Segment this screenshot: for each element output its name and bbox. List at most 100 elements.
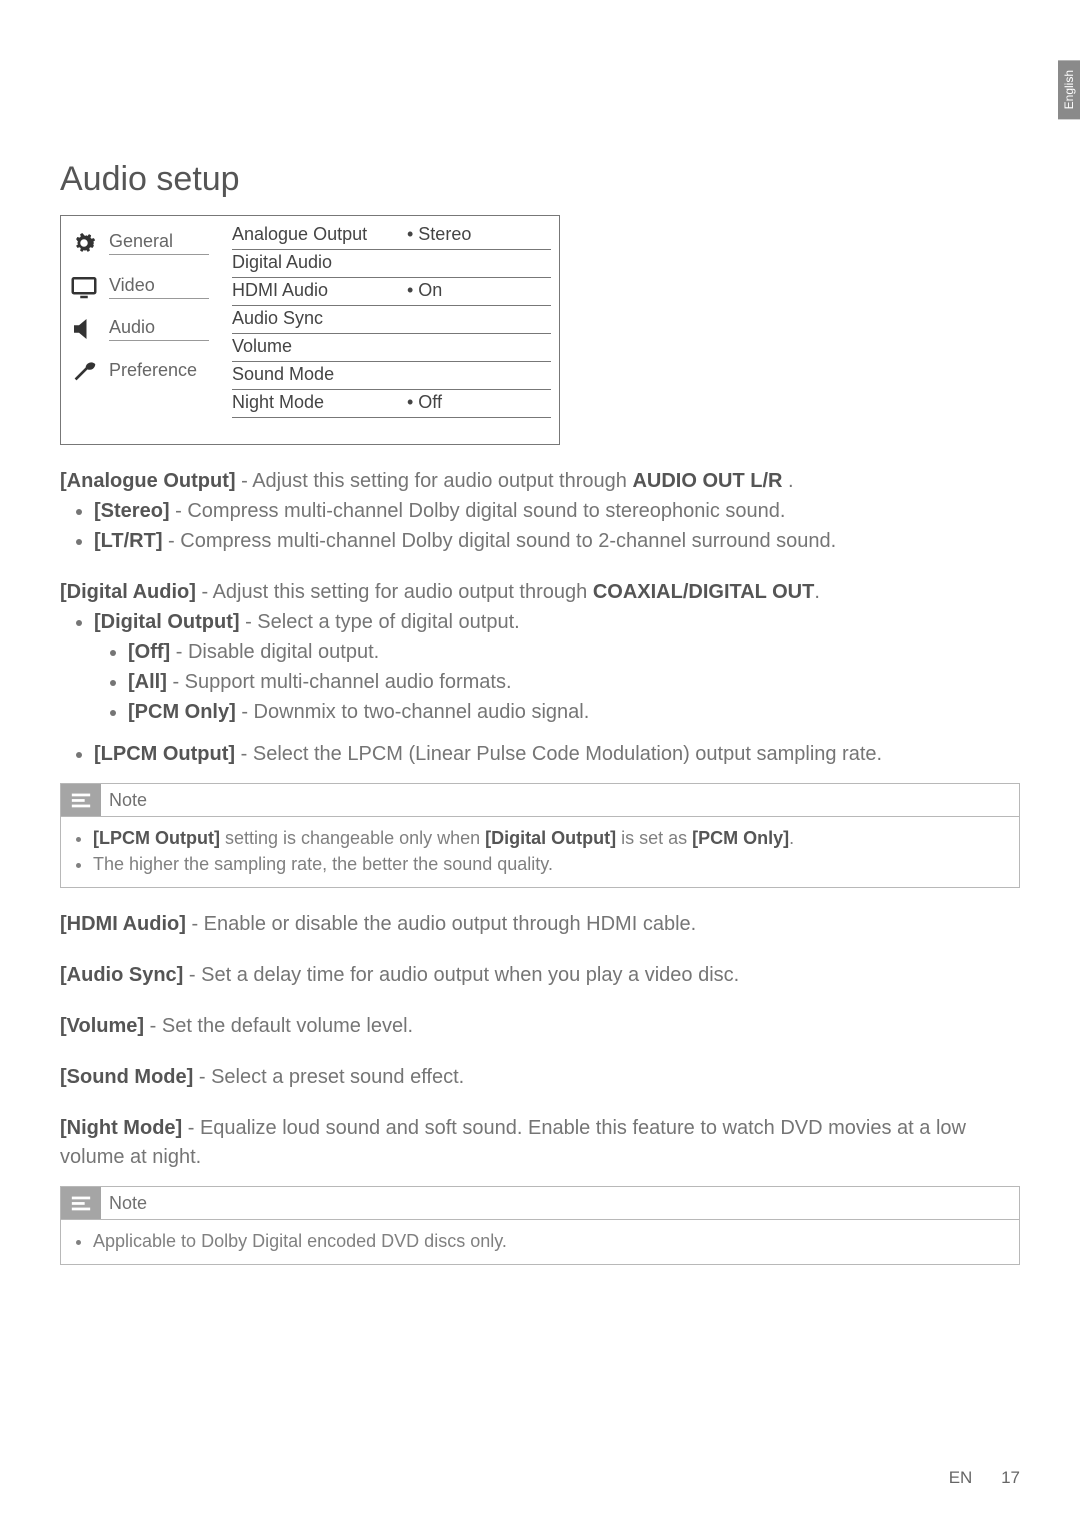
note-bold: [PCM Only]: [692, 828, 789, 848]
menu-item-preference: Preference: [67, 350, 222, 392]
setting-target: COAXIAL/DIGITAL OUT: [593, 581, 814, 603]
option-desc: - Downmix to two-channel audio signal.: [236, 701, 590, 723]
option-key: Night Mode: [232, 392, 407, 413]
option-desc: - Support multi-channel audio formats.: [167, 671, 512, 693]
option-val: • Off: [407, 392, 551, 413]
analogue-options: [Stereo] - Compress multi-channel Dolby …: [60, 496, 1020, 556]
menu-option-row: Night Mode• Off: [232, 390, 551, 418]
option-name: [LT/RT]: [94, 530, 163, 552]
menu-label: General: [109, 231, 209, 255]
setting-label: [Sound Mode]: [60, 1066, 193, 1088]
note-text: is set as: [616, 828, 692, 848]
option-key: Analogue Output: [232, 224, 407, 245]
page-footer: EN 17: [949, 1468, 1020, 1488]
note-bold: [Digital Output]: [485, 828, 616, 848]
text: .: [814, 581, 820, 603]
menu-option-row: Volume: [232, 334, 551, 362]
note-title: Note: [101, 1193, 147, 1214]
setting-desc: - Enable or disable the audio output thr…: [186, 913, 696, 935]
menu-item-general: General: [67, 222, 222, 264]
night-mode-desc: [Night Mode] - Equalize loud sound and s…: [60, 1114, 1020, 1172]
note-item: The higher the sampling rate, the better…: [93, 851, 1007, 877]
setting-label: [HDMI Audio]: [60, 913, 186, 935]
menu-label: Video: [109, 275, 209, 299]
option-desc: - Select the LPCM (Linear Pulse Code Mod…: [235, 743, 882, 765]
list-item: [PCM Only] - Downmix to two-channel audi…: [128, 697, 1020, 727]
note-body: Applicable to Dolby Digital encoded DVD …: [61, 1219, 1019, 1264]
option-name: [Off]: [128, 641, 170, 663]
menu-item-audio: Audio: [67, 310, 222, 348]
option-key: Audio Sync: [232, 308, 407, 329]
setting-label: [Volume]: [60, 1015, 144, 1037]
option-name: [LPCM Output]: [94, 743, 235, 765]
digital-options: [Digital Output] - Select a type of digi…: [60, 607, 1020, 769]
setting-desc: - Set a delay time for audio output when…: [183, 964, 739, 986]
menu-categories: General Video Audio Preference: [67, 222, 222, 438]
note-box: Note Applicable to Dolby Digital encoded…: [60, 1186, 1020, 1265]
list-item: [Off] - Disable digital output.: [128, 637, 1020, 667]
option-val: • On: [407, 280, 551, 301]
option-name: [All]: [128, 671, 167, 693]
page-title: Audio setup: [60, 160, 1020, 199]
note-title: Note: [101, 790, 147, 811]
setting-label: [Night Mode]: [60, 1117, 182, 1139]
list-item: [Stereo] - Compress multi-channel Dolby …: [94, 496, 1020, 526]
note-header: Note: [61, 1187, 1019, 1219]
setting-desc: - Equalize loud sound and soft sound. En…: [60, 1117, 966, 1168]
option-key: Volume: [232, 336, 407, 357]
text: .: [782, 470, 793, 492]
note-body: [LPCM Output] setting is changeable only…: [61, 816, 1019, 887]
list-item: [LPCM Output] - Select the LPCM (Linear …: [94, 739, 1020, 769]
digital-audio-desc: [Digital Audio] - Adjust this setting fo…: [60, 578, 1020, 607]
option-val: • Stereo: [407, 224, 551, 245]
note-item: [LPCM Output] setting is changeable only…: [93, 825, 1007, 851]
note-icon: [61, 1187, 101, 1219]
sound-mode-desc: [Sound Mode] - Select a preset sound eff…: [60, 1063, 1020, 1092]
language-tab: English: [1058, 60, 1080, 119]
menu-option-row: Analogue Output• Stereo: [232, 222, 551, 250]
setting-desc: - Adjust this setting for audio output t…: [236, 470, 633, 492]
setting-desc: - Set the default volume level.: [144, 1015, 413, 1037]
hdmi-audio-desc: [HDMI Audio] - Enable or disable the aud…: [60, 910, 1020, 939]
monitor-icon: [67, 270, 101, 304]
digital-output-sublist: [Off] - Disable digital output. [All] - …: [94, 637, 1020, 727]
option-key: HDMI Audio: [232, 280, 407, 301]
menu-option-row: Audio Sync: [232, 306, 551, 334]
volume-desc: [Volume] - Set the default volume level.: [60, 1012, 1020, 1041]
setting-label: [Analogue Output]: [60, 470, 236, 492]
option-name: [Digital Output]: [94, 611, 240, 633]
menu-option-row: HDMI Audio• On: [232, 278, 551, 306]
note-icon: [61, 784, 101, 816]
menu-label: Audio: [109, 317, 209, 341]
list-item: [LT/RT] - Compress multi-channel Dolby d…: [94, 526, 1020, 556]
note-item: Applicable to Dolby Digital encoded DVD …: [93, 1228, 1007, 1254]
option-desc: - Disable digital output.: [170, 641, 379, 663]
note-text: setting is changeable only when: [220, 828, 485, 848]
note-header: Note: [61, 784, 1019, 816]
list-item: [Digital Output] - Select a type of digi…: [94, 607, 1020, 727]
note-bold: [LPCM Output]: [93, 828, 220, 848]
menu-item-video: Video: [67, 266, 222, 308]
speaker-icon: [67, 312, 101, 346]
menu-label: Preference: [109, 360, 209, 383]
audio-sync-desc: [Audio Sync] - Set a delay time for audi…: [60, 961, 1020, 990]
setting-desc: - Adjust this setting for audio output t…: [196, 581, 593, 603]
analogue-output-desc: [Analogue Output] - Adjust this setting …: [60, 467, 1020, 496]
note-box: Note [LPCM Output] setting is changeable…: [60, 783, 1020, 888]
setting-target: AUDIO OUT L/R: [632, 470, 782, 492]
option-name: [Stereo]: [94, 500, 170, 522]
option-desc: - Select a type of digital output.: [240, 611, 520, 633]
setting-label: [Audio Sync]: [60, 964, 183, 986]
setting-label: [Digital Audio]: [60, 581, 196, 603]
settings-menu: General Video Audio Preference Analogue …: [60, 215, 560, 445]
option-key: Digital Audio: [232, 252, 407, 273]
option-key: Sound Mode: [232, 364, 407, 385]
setting-desc: - Select a preset sound effect.: [193, 1066, 464, 1088]
footer-lang: EN: [949, 1468, 973, 1487]
option-desc: - Compress multi-channel Dolby digital s…: [163, 530, 837, 552]
menu-options: Analogue Output• Stereo Digital Audio HD…: [222, 222, 551, 438]
option-name: [PCM Only]: [128, 701, 236, 723]
menu-option-row: Digital Audio: [232, 250, 551, 278]
gear-icon: [67, 226, 101, 260]
wrench-icon: [67, 354, 101, 388]
